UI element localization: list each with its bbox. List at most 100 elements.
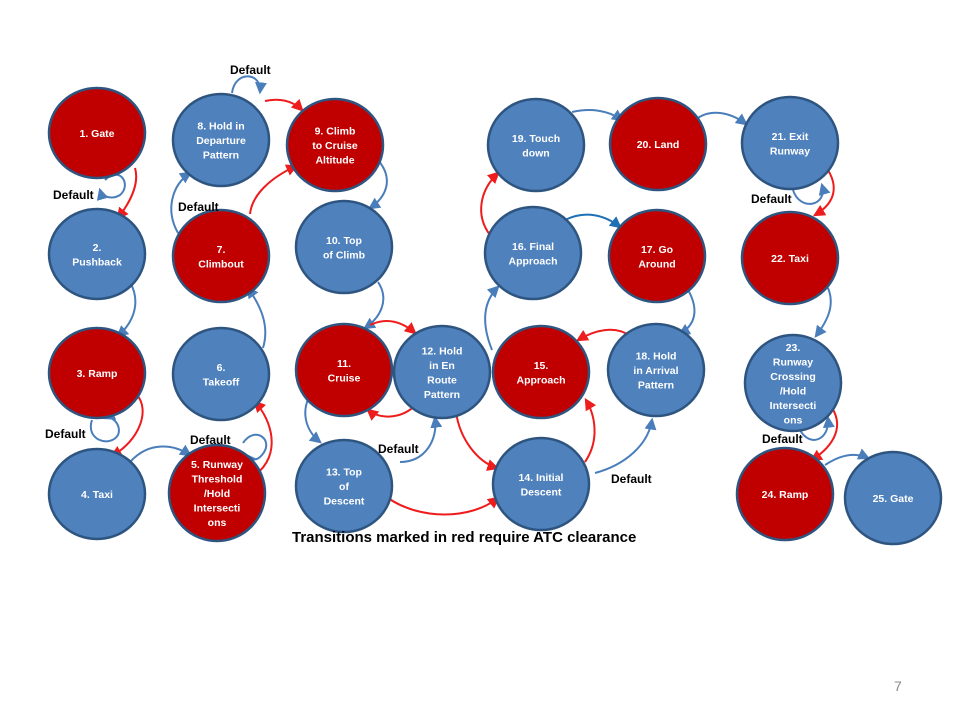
edge-20-21 [694,111,748,126]
state-label-23-line-6: ons [784,414,803,426]
state-nodes: 1. Gate 2. Pushback 3. Ramp 4. Taxi 5. Runway… [47,86,943,546]
state-circle-19 [486,97,586,193]
state-circle-25 [843,450,943,546]
state-label-9-line-3: Altitude [315,155,354,167]
edge-15-16 [484,285,500,351]
edge-14-18 [594,417,657,474]
state-label-15-line-1: 15. [534,360,549,372]
state-label-9-line-1: 9. Climb [315,126,356,138]
state-node-18: 18. Hold in Arrival Pattern [606,322,706,418]
state-circle-11 [294,322,394,418]
state-circle-20 [608,96,708,192]
state-label-23-line-1: 23. [786,342,801,354]
default-label-4: Default [45,427,86,441]
state-node-9: 9. Climb to Cruise Altitude [285,97,385,193]
edge-19-20 [571,109,624,122]
state-label-16-line-2: Approach [508,255,557,267]
state-label-23-line-4: /Hold [780,385,806,397]
state-circle-17 [607,208,707,304]
default-labels: Default Default Default Default Default Defau… [45,63,803,486]
state-label-2-line-1: 2. [93,242,102,254]
state-label-7-line-2: Climbout [198,258,244,270]
state-circle-2 [47,207,147,301]
state-circle-18 [606,322,706,418]
edge-21-22 [812,169,835,217]
state-node-3: 3. Ramp [47,326,147,420]
edge-3-4 [109,394,144,458]
state-label-16-line-1: 16. Final [512,241,554,253]
state-node-1: 1. Gate [47,86,147,180]
state-label-8-line-2: Departure [196,135,246,147]
edge-16-17 [564,213,622,229]
self-loop-8 [231,75,267,95]
state-label-12-line-3: Route [427,374,457,386]
state-label-12-line-4: Pattern [424,389,460,401]
state-label-24-line-1: 24. Ramp [762,489,809,501]
state-label-5-line-3: /Hold [204,488,230,500]
state-label-18-line-3: Pattern [638,380,674,392]
state-node-25: 25. Gate [843,450,943,546]
edge-13-14 [387,496,500,516]
state-circle-4 [47,447,147,541]
edge-13-12 [399,415,443,463]
state-circle-12 [392,324,492,420]
edge-9-10 [368,159,388,210]
state-label-18-line-2: in Arrival [633,365,678,377]
state-label-9-line-2: to Cruise [312,140,358,152]
edge-2-3 [116,281,137,338]
edge-7-8 [170,171,192,234]
edge-16-19 [480,171,500,236]
state-circle-10 [294,199,394,295]
state-label-17-line-2: Around [638,258,675,270]
state-circle-7 [171,208,271,304]
state-label-3-line-1: 3. Ramp [77,368,118,380]
edge-8-9 [264,98,304,112]
state-label-8-line-3: Pattern [203,150,239,162]
state-node-12: 12. Hold in En Route Pattern [392,324,492,420]
state-label-11-line-2: Cruise [328,372,361,384]
state-circle-13 [294,438,394,534]
state-label-10-line-2: of Climb [323,249,365,261]
state-circle-14 [491,436,591,532]
state-circle-16 [483,205,583,301]
state-node-5: 5. Runway Threshold/Hold Intersecti ons [167,443,267,543]
state-label-23-line-5: Intersecti [770,400,817,412]
state-label-13-line-1: 13. Top [326,467,362,479]
state-label-14-line-2: Descent [521,486,562,498]
state-label-21-line-2: Runway [770,145,810,157]
state-label-21-line-1: 21. Exit [772,131,809,143]
edge-7-9 [249,164,299,215]
self-loop-21 [792,182,831,205]
state-label-13-line-2: of [339,481,349,493]
page-number: 7 [894,678,902,694]
state-label-19-line-2: down [522,147,549,159]
state-label-6-line-1: 6. [217,362,226,374]
state-label-14-line-1: 14. Initial [519,472,564,484]
state-label-18-line-1: 18. Hold [636,351,677,363]
state-circle-22 [740,210,840,306]
state-node-13: 13. Top of Descent [294,438,394,534]
edge-24-25 [824,448,871,466]
edge-10-11 [363,281,385,330]
state-circle-21 [740,95,840,191]
state-node-24: 24. Ramp [735,446,835,542]
state-label-5-line-1: 5. Runway [191,459,243,471]
diagram-caption: Transitions marked in red require ATC cl… [292,529,637,546]
state-circle-24 [735,446,835,542]
state-circle-5 [167,443,267,543]
state-label-22-line-1: 22. Taxi [771,253,809,265]
transition-arrows [89,75,871,516]
default-label-1: Default [230,63,271,77]
state-node-16: 16. Final Approach [483,205,583,301]
state-label-15-line-2: Approach [516,374,565,386]
state-label-12-line-1: 12. Hold [422,345,463,357]
state-node-20: 20. Land [608,96,708,192]
state-label-5-line-5: ons [208,517,227,529]
default-label-5: Default [190,433,231,447]
state-node-15: 15. Approach [491,324,591,420]
state-circle-1 [47,86,147,180]
state-label-6-line-2: Takeoff [203,376,240,388]
state-node-8: 8. Hold in Departure Pattern [171,92,271,188]
state-node-21: 21. Exit Runway [740,95,840,191]
